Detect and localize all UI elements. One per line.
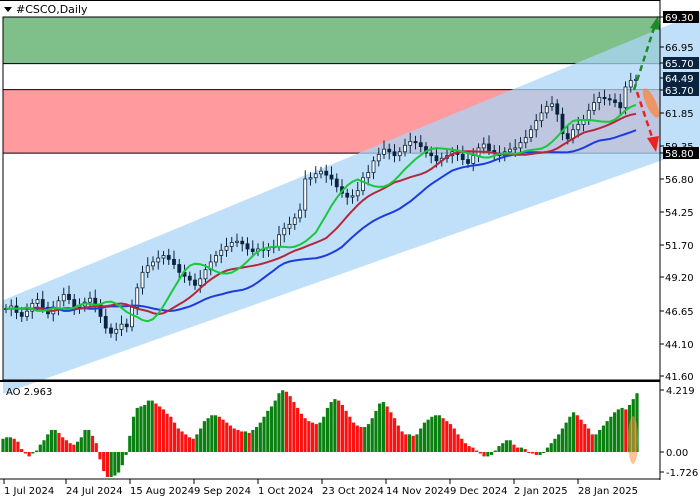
y-tick-label: 51.70 (665, 241, 694, 252)
x-tick-label: 14 Nov 2024 (386, 486, 450, 497)
x-tick-label: 9 Sep 2024 (194, 486, 251, 497)
x-tick-label: 9 Dec 2024 (450, 486, 508, 497)
ao-histogram (1, 390, 639, 477)
x-tick-label: 28 Jan 2025 (578, 486, 638, 497)
y-tick-label: 41.60 (665, 372, 694, 383)
y-tick-label: 44.10 (665, 340, 694, 351)
price-level-label: 69.30 (665, 13, 694, 24)
x-tick-label: 1 Jul 2024 (4, 486, 54, 497)
trend-channel (3, 12, 700, 394)
y-tick-label: 61.85 (665, 109, 694, 120)
ma-fast-line (6, 103, 637, 323)
price-label-bg (663, 11, 699, 23)
symbol-label: #CSCO,Daily (16, 3, 88, 16)
x-tick-label: 2 Jan 2025 (514, 486, 568, 497)
arrow-down-head-icon (647, 136, 659, 152)
price-level-label: 65.70 (665, 59, 694, 70)
price-label-bg (663, 57, 699, 69)
price-label-bg (663, 72, 699, 84)
ao-tick-label: 0.00 (666, 448, 688, 459)
price-level-label: 63.70 (665, 86, 694, 97)
chart-title[interactable]: #CSCO,Daily (4, 3, 88, 16)
dropdown-triangle-icon[interactable] (4, 7, 12, 12)
highlight-ellipse (642, 88, 660, 118)
y-tick-label: 56.80 (665, 175, 694, 186)
resistance-zone (3, 17, 660, 64)
forecast-up-arrow (632, 24, 657, 91)
price-level-label: 58.80 (665, 149, 694, 160)
price-label-bg (663, 84, 699, 96)
price-level-label: 64.49 (665, 74, 694, 85)
price-label-bg (663, 147, 699, 159)
x-tick-label: 15 Aug 2024 (130, 486, 194, 497)
x-tick-label: 24 Jul 2024 (66, 486, 123, 497)
forecast-down-arrow (635, 91, 655, 141)
y-tick-label: 46.65 (665, 307, 694, 318)
ma-mid-line (6, 112, 637, 316)
ao-tick-label: -1.726 (666, 468, 698, 479)
x-tick-label: 1 Oct 2024 (258, 486, 313, 497)
ao-label: AO 2.963 (6, 387, 52, 398)
y-tick-label: 49.20 (665, 273, 694, 284)
y-tick-label: 66.95 (665, 43, 694, 54)
ao-highlight-ellipse (628, 416, 638, 464)
arrow-up-head-icon (650, 16, 660, 30)
ao-tick-label: 4.219 (666, 386, 695, 397)
x-tick-label: 23 Oct 2024 (322, 486, 384, 497)
y-tick-label: 54.25 (665, 208, 694, 219)
